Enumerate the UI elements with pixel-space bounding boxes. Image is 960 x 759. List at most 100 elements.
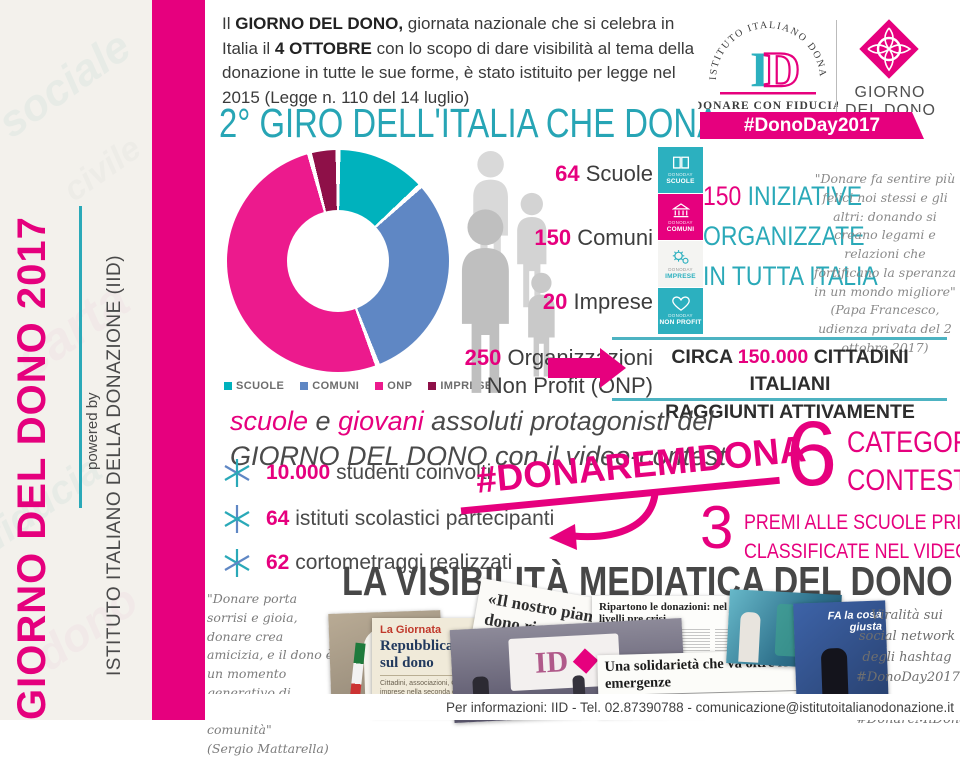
badge-label: IMPRESE (665, 272, 696, 280)
contest-line: CLASSIFICATE NEL VIDEO-CONTEST (744, 540, 960, 563)
watermark-text: civile (56, 129, 148, 210)
book-icon (672, 156, 689, 169)
reach-text-line2: RAGGIUNTI ATTIVAMENTE (665, 400, 915, 423)
badge-donoday-comuni: DONODAY COMUNI (658, 194, 703, 240)
caption-text: e (308, 406, 339, 436)
bullet-istituti: 64 istituti scolastici partecipanti (222, 504, 554, 534)
legend-item: SCUOLE (224, 380, 284, 392)
badge-donoday-imprese: DONODAY IMPRESE (658, 241, 703, 287)
stat-imprese: 20 Imprese (443, 288, 653, 316)
left-sidebar: sociale carta fiducia dono civile GIORNO DEL… (0, 0, 205, 720)
badge-brand: DONODAY (668, 219, 693, 225)
logo-divider (836, 20, 837, 120)
giorno-del-dono-logo (859, 19, 919, 79)
contest-line: PREMI ALLE SCUOLE PRIME (744, 511, 960, 534)
quote-papa-francesco: "Donare fa sentire più felici noi stessi… (810, 170, 960, 358)
protagonisti-caption: scuole e giovani assoluti protagonisti d… (230, 404, 726, 474)
badge-label: COMUNI (666, 225, 695, 233)
iniziative-line: ORGANIZZATE (703, 221, 865, 251)
contest-line: CONTEST (847, 464, 960, 497)
legend-item: COMUNI (300, 380, 359, 392)
contest-premi-label: PREMI ALLE SCUOLE PRIME CLASSIFICATE NEL… (744, 508, 960, 566)
caption-text-line2: GIORNO DEL DONO con il video-contest (230, 441, 727, 472)
caption-highlight: giovani (338, 406, 424, 436)
stage-id-logo: ID (534, 644, 570, 680)
iid-logo: ISTITUTO ITALIANO DONAZIONE I D DONARE C… (698, 8, 838, 112)
stat-comuni: 150 Comuni (443, 224, 653, 252)
stat-scuole: 64 Scuole (443, 160, 653, 188)
donut-chart (227, 150, 449, 372)
iniziative-line: IN TUTTA ITALIA (703, 261, 878, 291)
iid-tagline: DONARE CON FIDUCIA (698, 100, 838, 112)
stat-value: 150 (534, 225, 572, 250)
stat-label: Imprese (573, 289, 653, 314)
intro-text: giornata nazionale che si celebra in Ita… (222, 14, 675, 58)
intro-bold-giorno: GIORNO DEL DONO, (235, 14, 404, 33)
stat-value: 250 (464, 345, 502, 370)
footer-contact: Per informazioni: IID - Tel. 02.87390788… (205, 694, 960, 720)
reach-statement: CIRCA 150.000 CITTADINI ITALIANI RAGGIUN… (633, 344, 947, 426)
contest-line: CATEGORIE (847, 426, 960, 459)
stat-label: Comuni (577, 225, 653, 250)
right-arrow-icon (548, 348, 626, 388)
donut-hole (287, 210, 389, 312)
badge-brand: DONODAY (668, 313, 693, 318)
contest-number-3: 3 (700, 494, 734, 561)
bullet-label: istituti scolastici partecipanti (295, 507, 555, 530)
organization-name: ISTITUTO ITALIANO DELLA DONAZIONE (IID) (104, 254, 125, 676)
gears-icon (672, 249, 689, 264)
stat-value: 64 (555, 161, 580, 186)
powered-by-label: powered by (84, 392, 101, 470)
intro-text: con lo scopo di dare visibilità al tema … (222, 38, 695, 107)
watermark-text: sociale (0, 21, 140, 148)
donoday-ribbon: #DonoDay2017 (700, 112, 924, 139)
quote-source: (Papa Francesco, udienza privata del 2 o… (818, 302, 952, 355)
reach-number: 150.000 (737, 346, 809, 368)
iid-letter-d: D (764, 41, 800, 97)
quote-mattarella: "Donare porta sorrisi e gioia, donare cr… (207, 590, 335, 759)
intro-text: Il (222, 14, 236, 33)
intro-paragraph: Il GIORNO DEL DONO, giornata nazionale c… (222, 12, 700, 111)
intro-bold-date: 4 OTTOBRE (274, 38, 372, 58)
section-heading-giro: 2° GIRO DELL'ITALIA CHE DONA (219, 100, 719, 146)
iniziative-block: 150 INIZIATIVE ORGANIZZATE IN TUTTA ITAL… (703, 176, 878, 296)
bullet-value: 10.000 (266, 461, 331, 484)
bullet-label: cortometraggi realizzati (295, 551, 513, 574)
badge-donoday-nonprofit: DONODAY NON PROFIT (658, 288, 703, 334)
stat-label: Scuole (585, 161, 653, 186)
badge-donoday-scuole: DONODAY SCUOLE (658, 147, 703, 193)
bullet-value: 62 (266, 551, 290, 574)
contest-categorie-label: CATEGORIE CONTEST (847, 424, 960, 500)
caption-text: assoluti protagonisti del (423, 406, 714, 436)
divider-line (612, 398, 947, 401)
iniziative-line: INIZIATIVE (741, 181, 863, 211)
bank-icon (671, 202, 690, 217)
contest-number-6: 6 (786, 403, 838, 505)
asterisk-icon (224, 459, 250, 487)
iid-letter-i: I (750, 41, 769, 97)
curved-arrow-icon (549, 493, 659, 550)
sidebar-divider (79, 206, 82, 508)
legend-item: ONP (375, 380, 412, 392)
bullet-studenti: 10.000 studenti coinvolti (222, 458, 491, 488)
magenta-accent-bar (152, 0, 205, 720)
badge-brand: DONODAY (668, 172, 693, 177)
badge-brand: DONODAY (668, 266, 693, 272)
heart-icon (671, 296, 690, 311)
stat-value: 20 (542, 289, 568, 314)
bullet-label: studenti coinvolti (336, 461, 492, 484)
reach-text: CITTADINI ITALIANI (749, 346, 909, 396)
gdd-line1: GIORNO (854, 84, 926, 101)
quote-source: (Sergio Mattarella) (207, 741, 329, 756)
asterisk-icon (224, 549, 250, 577)
iniziative-count: 150 (703, 181, 742, 211)
chart-legend: SCUOLE COMUNI ONP IMPRESE (224, 380, 492, 392)
badge-label: SCUOLE (666, 178, 695, 185)
bullet-value: 64 (266, 507, 290, 530)
reach-text: CIRCA (671, 346, 738, 368)
caption-highlight: scuole (230, 406, 309, 436)
quote-text: "Donare fa sentire più felici noi stessi… (813, 171, 957, 299)
newspaper-section-label: La Giornata (380, 624, 442, 636)
badge-label: NON PROFIT (659, 319, 702, 326)
divider-line (612, 337, 947, 340)
